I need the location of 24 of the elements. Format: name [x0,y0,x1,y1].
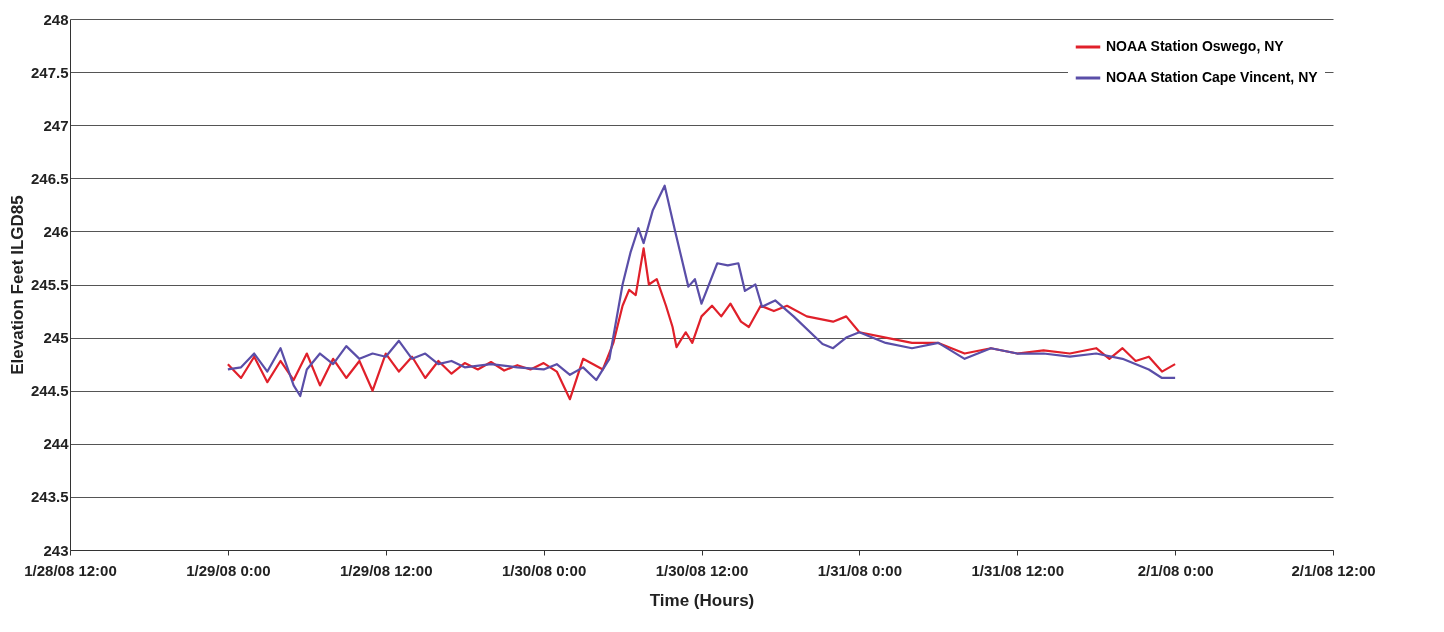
legend-label: NOAA Station Oswego, NY [1106,38,1285,54]
x-tick-label: 1/30/08 12:00 [655,561,749,579]
y-tick-label: 248 [43,10,69,28]
x-tick-label: 2/1/08 12:00 [1291,561,1376,579]
y-tick-label: 246.5 [30,169,69,187]
x-tick-label: 1/31/08 12:00 [971,561,1065,579]
y-tick-label: 246 [43,222,69,240]
y-tick-label: 243.5 [30,488,69,506]
y-tick-label: 247 [43,116,69,134]
x-tick-label: 1/29/08 0:00 [186,561,271,579]
x-tick-label: 1/30/08 0:00 [502,561,587,579]
y-tick-label: 243 [43,541,69,559]
y-tick-label: 245.5 [30,276,69,293]
x-tick-label: 2/1/08 0:00 [1137,561,1214,579]
legend-label: NOAA Station Cape Vincent, NY [1106,69,1319,85]
y-tick-label: 245 [43,329,69,347]
y-axis-title: Elevation Feet ILGD85 [7,195,27,375]
y-tick-label: 247.5 [30,63,69,81]
y-tick-label: 244.5 [30,382,69,400]
x-axis-title: Time (Hours) [649,590,755,610]
x-tick-label: 1/31/08 0:00 [817,561,902,579]
x-tick-label: 1/29/08 12:00 [339,561,433,579]
x-tick-label: 1/28/08 12:00 [24,561,117,579]
y-tick-label: 244 [43,435,70,453]
